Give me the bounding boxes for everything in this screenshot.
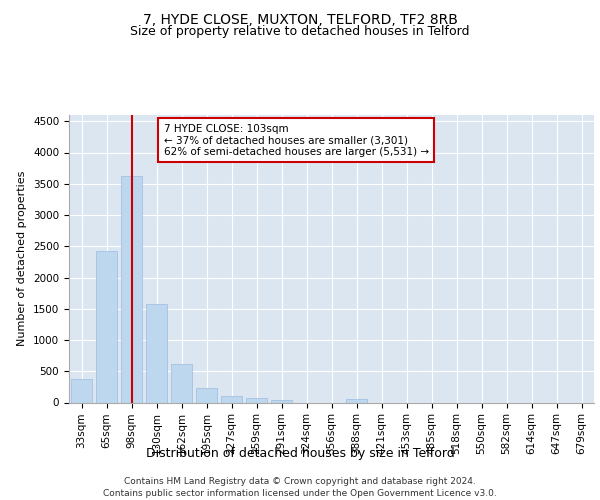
Bar [221, 396, 242, 402]
Bar [121, 176, 142, 402]
Bar [146, 304, 167, 402]
Text: 7, HYDE CLOSE, MUXTON, TELFORD, TF2 8RB: 7, HYDE CLOSE, MUXTON, TELFORD, TF2 8RB [143, 12, 457, 26]
Bar [196, 388, 217, 402]
Bar [171, 364, 192, 403]
Bar [271, 400, 292, 402]
Text: Distribution of detached houses by size in Telford: Distribution of detached houses by size … [146, 448, 454, 460]
Text: Size of property relative to detached houses in Telford: Size of property relative to detached ho… [130, 25, 470, 38]
Bar [71, 380, 92, 402]
Text: 7 HYDE CLOSE: 103sqm
← 37% of detached houses are smaller (3,301)
62% of semi-de: 7 HYDE CLOSE: 103sqm ← 37% of detached h… [163, 124, 428, 157]
Bar [96, 251, 117, 402]
Y-axis label: Number of detached properties: Number of detached properties [17, 171, 28, 346]
Text: Contains HM Land Registry data © Crown copyright and database right 2024.
Contai: Contains HM Land Registry data © Crown c… [103, 476, 497, 498]
Bar [246, 398, 267, 402]
Bar [346, 399, 367, 402]
